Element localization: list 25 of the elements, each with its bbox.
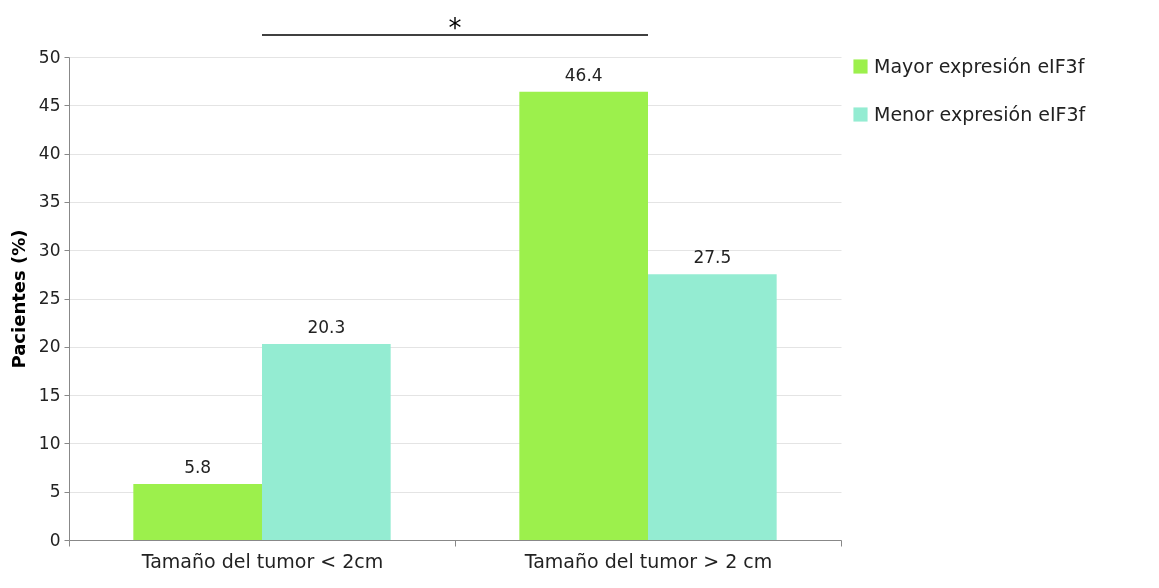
data-label: 5.8 — [184, 456, 212, 477]
y-tick-label: 5 — [49, 481, 61, 502]
x-tick-label: Tamaño del tumor > 2 cm — [523, 549, 773, 572]
data-label: 20.3 — [307, 316, 346, 337]
legend-label: Menor expresión eIF3f — [874, 102, 1087, 125]
text: * — [448, 13, 462, 43]
y-tick-label: 0 — [49, 529, 61, 550]
x-tick-label: Tamaño del tumor < 2cm — [140, 549, 384, 572]
y-tick-label: 50 — [38, 46, 61, 67]
data-label: 27.5 — [693, 247, 732, 268]
y-tick-label: 25 — [38, 288, 61, 308]
y-tick-label: 10 — [38, 432, 61, 453]
bar — [519, 91, 648, 540]
y-axis-title: Pacientes (%) — [7, 229, 29, 369]
legend-label: Mayor expresión eIF3f — [874, 54, 1086, 77]
y-tick-label: 40 — [38, 143, 61, 164]
y-tick-label: 35 — [38, 191, 61, 212]
bar — [133, 483, 262, 540]
y-tick-label: 30 — [38, 239, 61, 260]
y-tick-label: 45 — [38, 94, 61, 115]
y-tick-label: 15 — [38, 384, 61, 405]
data-label: 46.4 — [564, 64, 603, 85]
bar — [262, 343, 391, 540]
y-tick-label: 20 — [38, 336, 61, 357]
bar — [648, 274, 777, 540]
